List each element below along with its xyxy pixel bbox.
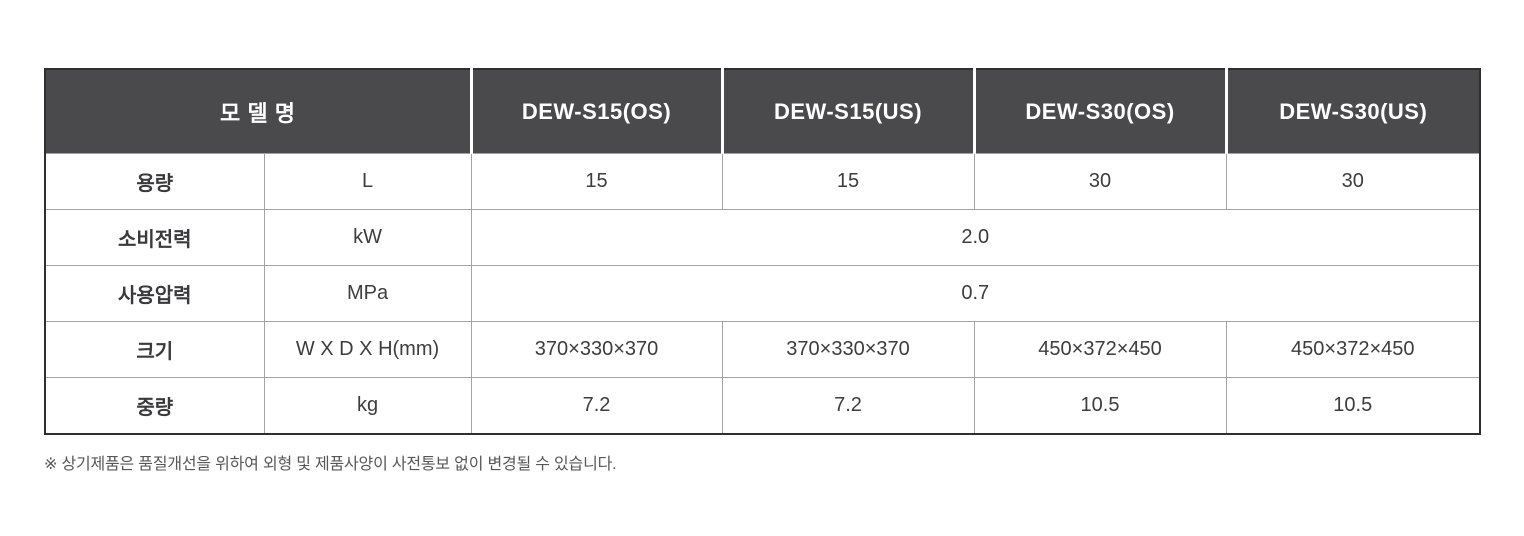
header-model-dew-s15-us: DEW-S15(US) (720, 69, 975, 154)
footnote-disclaimer: ※ 상기제품은 품질개선을 위하여 외형 및 제품사양이 사전통보 없이 변경될… (44, 456, 617, 473)
header-model-name-label: 모 델 명 (45, 69, 472, 154)
table-row-weight: 중량 kg 7.2 7.2 10.5 10.5 (44, 377, 1481, 435)
row-label-weight: 중량 (44, 377, 265, 435)
row-unit-capacity: L (263, 153, 472, 210)
header-row: 모 델 명 DEW-S15(OS) DEW-S15(US) DEW-S30(OS… (45, 69, 1481, 154)
cell-capacity-dew-s30-os: 30 (973, 153, 1227, 210)
row-label-power-consumption: 소비전력 (44, 209, 265, 266)
row-unit-size: W X D X H(mm) (263, 321, 472, 378)
header-model-dew-s30-us: DEW-S30(US) (1224, 69, 1481, 154)
row-label-operating-pressure: 사용압력 (44, 265, 265, 322)
table-row-power-consumption: 소비전력 kW 2.0 (44, 209, 1481, 266)
row-label-size: 크기 (44, 321, 265, 378)
cell-size-dew-s30-us: 450×372×450 (1225, 321, 1481, 378)
cell-capacity-dew-s15-us: 15 (721, 153, 975, 210)
cell-weight-dew-s30-us: 10.5 (1225, 377, 1481, 435)
header-model-dew-s15-os: DEW-S15(OS) (469, 69, 723, 154)
cell-weight-dew-s15-os: 7.2 (470, 377, 723, 435)
row-unit-operating-pressure: MPa (263, 265, 472, 322)
cell-size-dew-s15-os: 370×330×370 (470, 321, 723, 378)
row-unit-power-consumption: kW (263, 209, 472, 266)
cell-size-dew-s30-os: 450×372×450 (973, 321, 1227, 378)
header-model-dew-s30-os: DEW-S30(OS) (972, 69, 1227, 154)
cell-weight-dew-s15-us: 7.2 (721, 377, 975, 435)
cell-size-dew-s15-us: 370×330×370 (721, 321, 975, 378)
row-unit-weight: kg (263, 377, 472, 435)
cell-power-consumption-merged: 2.0 (470, 209, 1481, 266)
cell-weight-dew-s30-os: 10.5 (973, 377, 1227, 435)
table-row-capacity: 용량 L 15 15 30 30 (44, 153, 1481, 210)
row-label-capacity: 용량 (44, 153, 265, 210)
spec-table: 모 델 명 DEW-S15(OS) DEW-S15(US) DEW-S30(OS… (44, 68, 1482, 435)
cell-capacity-dew-s15-os: 15 (470, 153, 723, 210)
table-row-size: 크기 W X D X H(mm) 370×330×370 370×330×370… (44, 321, 1481, 378)
cell-capacity-dew-s30-us: 30 (1225, 153, 1481, 210)
cell-operating-pressure-merged: 0.7 (470, 265, 1481, 322)
table-row-operating-pressure: 사용압력 MPa 0.7 (44, 265, 1481, 322)
